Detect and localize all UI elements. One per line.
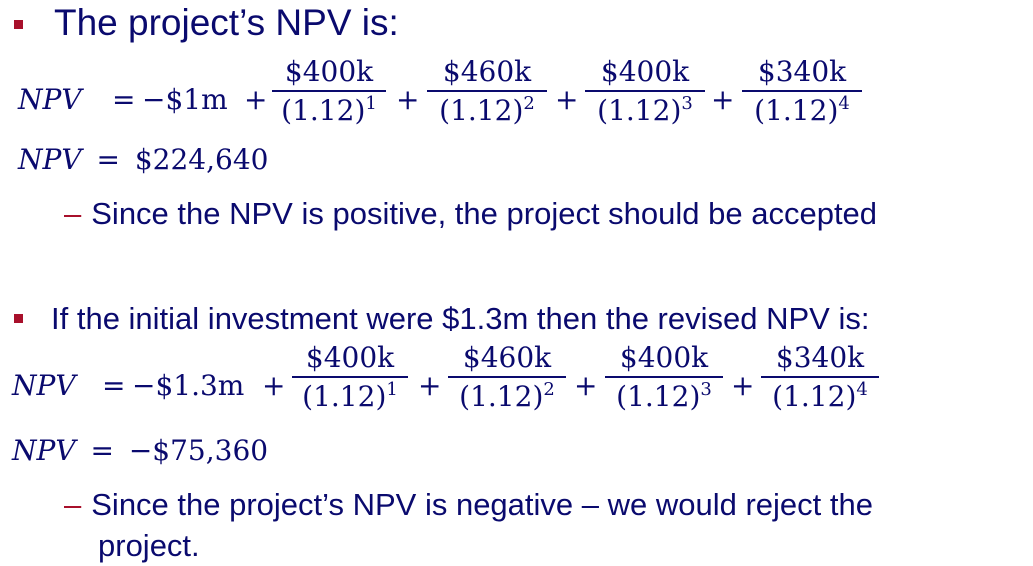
fraction-bar <box>742 90 862 92</box>
fraction-numerator: $460k <box>462 341 552 374</box>
fraction-term-4: $340k (1.12)4 <box>761 341 879 413</box>
fraction-term-1: $400k (1.12)1 <box>272 55 386 127</box>
fraction-numerator: $460k <box>442 55 532 88</box>
fraction-term-4: $340k (1.12)4 <box>742 55 862 127</box>
npv-label: NPV <box>12 369 76 402</box>
fraction-numerator: $340k <box>775 341 865 374</box>
equals-sign: = <box>90 434 114 467</box>
equals-sign: = <box>102 369 126 402</box>
fraction-numerator: $400k <box>284 55 374 88</box>
equals-sign: = <box>112 83 136 116</box>
fraction-term-2: $460k (1.12)2 <box>427 55 547 127</box>
initial-investment: −$1.3m <box>132 369 245 402</box>
fraction-bar <box>585 90 705 92</box>
fraction-numerator: $400k <box>305 341 395 374</box>
plus-sign: + <box>711 83 735 116</box>
note-text: project. <box>98 528 200 563</box>
fraction-bar <box>761 376 879 378</box>
fraction-term-3: $400k (1.12)3 <box>585 55 705 127</box>
bullet-marker <box>14 314 23 323</box>
plus-sign: + <box>555 83 579 116</box>
fraction-bar <box>427 90 547 92</box>
fraction-denominator: (1.12)1 <box>302 379 398 413</box>
section2-note-continued: project. <box>98 526 200 566</box>
section1-heading: The project’s NPV is: <box>54 2 399 43</box>
fraction-denominator: (1.12)3 <box>616 379 712 413</box>
fraction-numerator: $400k <box>619 341 709 374</box>
plus-sign: + <box>418 369 442 402</box>
initial-investment: −$1m <box>142 83 228 116</box>
npv-label: NPV <box>18 83 82 116</box>
section2-heading: If the initial investment were $1.3m the… <box>51 301 870 336</box>
plus-sign: + <box>396 83 420 116</box>
npv-value: $224,640 <box>134 143 269 176</box>
section1-equation: NPV = −$1m + $400k (1.12)1 + $460k (1.12… <box>0 0 1033 150</box>
section2-result: NPV = −$75,360 <box>12 434 268 467</box>
fraction-numerator: $400k <box>600 55 690 88</box>
fraction-term-1: $400k (1.12)1 <box>292 341 408 413</box>
section1-note: – Since the NPV is positive, the project … <box>64 195 877 232</box>
note-text: Since the project’s NPV is negative – we… <box>91 487 873 522</box>
fraction-denominator: (1.12)1 <box>281 93 377 127</box>
fraction-denominator: (1.12)3 <box>597 93 693 127</box>
section2-equation: NPV = −$1.3m + $400k (1.12)1 + $460k (1.… <box>12 341 879 413</box>
fraction-denominator: (1.12)4 <box>754 93 850 127</box>
dash-marker: – <box>64 196 82 231</box>
plus-sign: + <box>574 369 598 402</box>
npv-value: −$75,360 <box>128 434 269 467</box>
npv-label: NPV <box>12 434 76 467</box>
fraction-numerator: $340k <box>757 55 847 88</box>
npv-label: NPV <box>18 143 82 176</box>
fraction-bar <box>272 90 386 92</box>
fraction-denominator: (1.12)2 <box>439 93 535 127</box>
fraction-bar <box>292 376 408 378</box>
fraction-denominator: (1.12)2 <box>459 379 555 413</box>
equals-sign: = <box>96 143 120 176</box>
section1-result: NPV = $224,640 <box>18 143 268 176</box>
fraction-denominator: (1.12)4 <box>772 379 868 413</box>
fraction-term-3: $400k (1.12)3 <box>605 341 723 413</box>
bullet-marker <box>14 20 23 29</box>
section2-note: – Since the project’s NPV is negative – w… <box>64 485 873 525</box>
note-text: Since the NPV is positive, the project s… <box>91 196 878 231</box>
fraction-bar <box>448 376 566 378</box>
plus-sign: + <box>731 369 755 402</box>
fraction-bar <box>605 376 723 378</box>
dash-marker: – <box>64 487 82 522</box>
fraction-term-2: $460k (1.12)2 <box>448 341 566 413</box>
plus-sign: + <box>262 369 286 402</box>
plus-sign: + <box>244 83 268 116</box>
